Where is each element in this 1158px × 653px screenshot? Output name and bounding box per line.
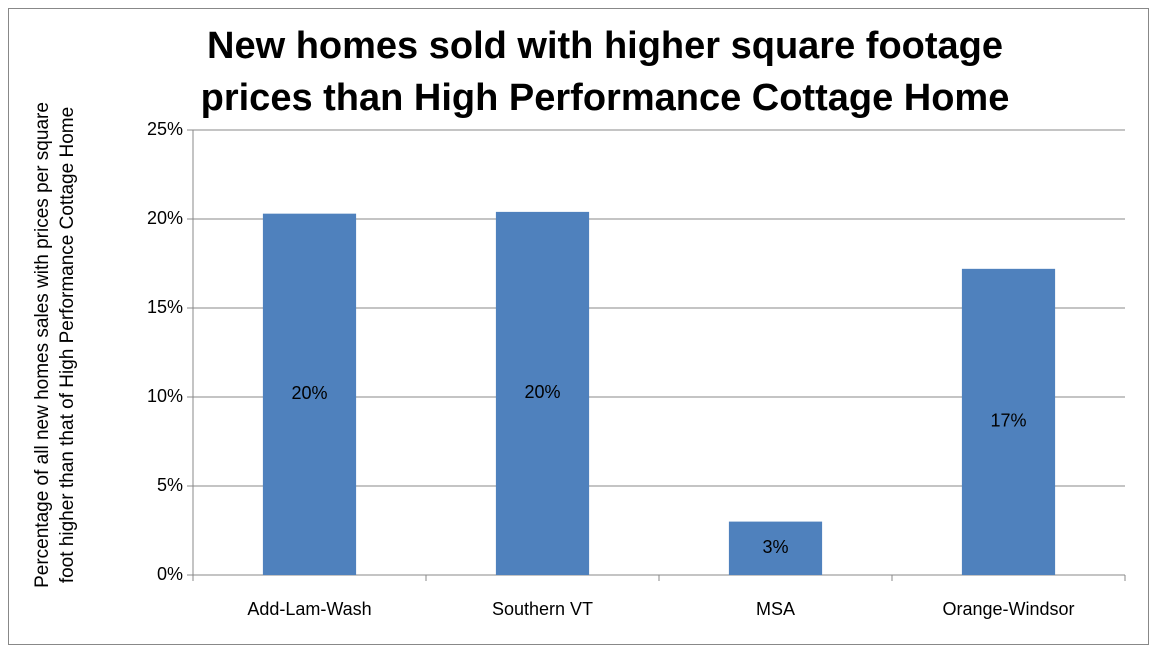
y-tick-label: 5% [157,475,183,495]
data-label: 3% [762,537,788,557]
bar [728,521,823,575]
data-label: 20% [291,383,327,403]
bar [961,268,1056,575]
data-label: 17% [990,411,1026,431]
chart-title: New homes sold with higher square footag… [200,25,1010,119]
y-tick-label: 15% [147,297,183,317]
y-tick-label: 10% [147,386,183,406]
y-tick-label: 0% [157,564,183,584]
x-tick-label: Orange-Windsor [942,599,1074,619]
bar [262,213,357,575]
y-axis-label: Percentage of all new homes sales with p… [32,102,78,588]
data-label: 20% [524,382,560,402]
x-tick-label: Southern VT [492,599,593,619]
x-tick-label: MSA [756,599,795,619]
y-tick-label: 25% [147,119,183,139]
chart-frame [8,8,1149,645]
bar [495,211,590,575]
x-tick-label: Add-Lam-Wash [247,599,371,619]
y-tick-label: 20% [147,208,183,228]
